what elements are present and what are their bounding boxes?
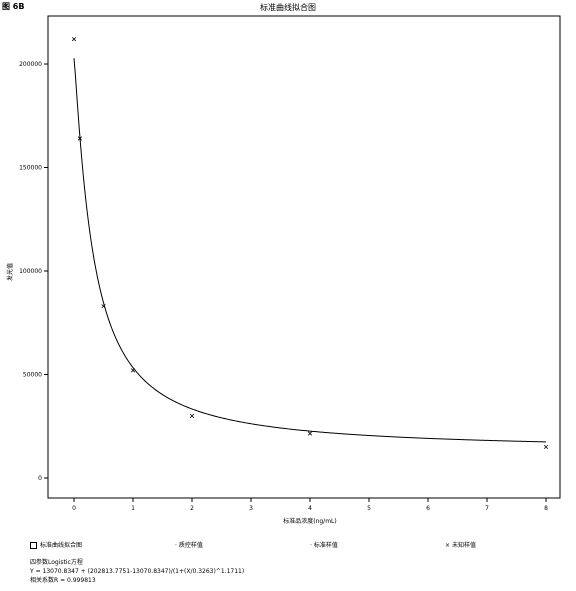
- fit-curve: [73, 58, 547, 443]
- data-point: [543, 444, 549, 450]
- x-axis-ticks: 0 1 2 3 4 5 6 7 8: [72, 498, 548, 512]
- legend-label: 未知样值: [451, 542, 476, 549]
- data-point: [77, 136, 82, 141]
- y-tick-label: 150000: [19, 165, 42, 172]
- plot-frame: [47, 15, 561, 499]
- legend-label: 标准样值: [313, 542, 338, 549]
- x-tick-label: 6: [426, 505, 430, 512]
- legend-item-standard: · 标准样值: [310, 540, 338, 549]
- chart-legend: 标准曲线拟合图 · 质控样值 · 标准样值 × 未知样值: [30, 540, 570, 552]
- x-tick-label: 0: [72, 505, 76, 512]
- legend-label: 质控样值: [178, 542, 203, 549]
- data-point: [101, 304, 106, 309]
- y-tick-label: 200000: [19, 61, 42, 68]
- point-mark: [189, 413, 195, 418]
- point-mark: [543, 444, 549, 450]
- chart-title: 标准曲线拟合图: [260, 3, 316, 12]
- formula-r: 相关系数R = 0.999813: [30, 577, 96, 584]
- y-axis-label: 发光值: [6, 263, 14, 281]
- x-tick-label: 7: [485, 505, 489, 512]
- data-point: [71, 37, 77, 42]
- cross-marker-icon: ×: [445, 542, 451, 549]
- x-tick-label: 2: [190, 505, 194, 512]
- x-axis-label: 标准品浓度(ng/mL): [283, 517, 337, 525]
- data-points: [71, 37, 549, 450]
- point-mark: [77, 136, 82, 141]
- legend-item-qc: · 质控样值: [175, 540, 203, 549]
- figure-label: 图 6B: [2, 2, 25, 11]
- y-tick-label: 100000: [19, 268, 42, 275]
- dot-marker-icon: ·: [175, 542, 177, 549]
- x-tick-label: 8: [544, 505, 548, 512]
- data-point: [130, 368, 136, 373]
- formula-name: 四参数Logistic方程: [30, 559, 83, 566]
- x-tick-label: 4: [308, 505, 312, 512]
- x-tick-label: 1: [131, 505, 135, 512]
- y-tick-label: 50000: [23, 372, 42, 379]
- legend-label: 标准曲线拟合图: [40, 542, 83, 549]
- x-tick-label: 5: [367, 505, 371, 512]
- point-mark: [307, 431, 313, 436]
- dot-marker-icon: ·: [310, 542, 312, 549]
- fit-chart: 0 50000 100000 150000 200000 0 1 2 3 4 5 6 7 8 发光值 标…: [6, 15, 561, 525]
- fit-formula: 四参数Logistic方程 Y = 13070.8347 + (202813.7…: [30, 558, 244, 585]
- data-point: [189, 413, 195, 418]
- checkbox-icon[interactable]: [30, 542, 37, 549]
- data-point: [307, 431, 313, 436]
- point-mark: [101, 304, 106, 309]
- chart-axes: [47, 15, 561, 499]
- legend-item-fit[interactable]: 标准曲线拟合图: [30, 540, 82, 549]
- legend-item-unknown: × 未知样值: [445, 540, 476, 549]
- y-tick-label: 0: [38, 475, 42, 482]
- point-mark: [71, 37, 77, 42]
- point-mark: [130, 368, 136, 373]
- x-tick-label: 3: [249, 505, 253, 512]
- formula-equation: Y = 13070.8347 + (202813.7751-13070.8347…: [30, 568, 245, 575]
- y-axis-ticks: 0 50000 100000 150000 200000: [19, 61, 48, 482]
